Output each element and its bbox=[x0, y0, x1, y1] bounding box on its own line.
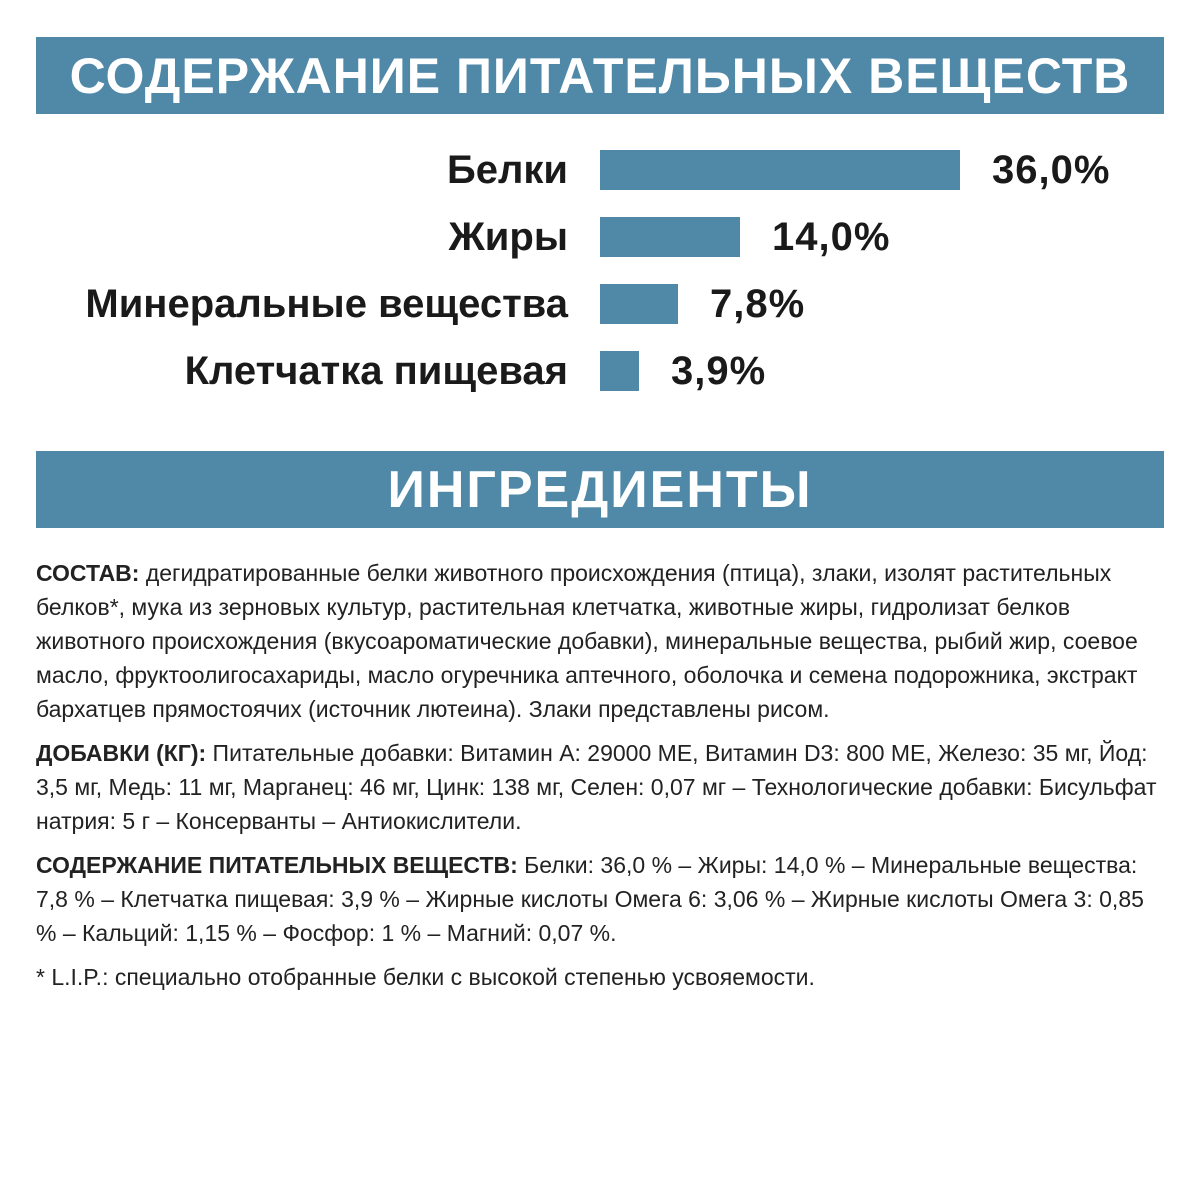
value-bar bbox=[600, 284, 678, 324]
chart-row: Клетчатка пищевая 3,9% bbox=[0, 341, 1200, 401]
composition-paragraph: СОСТАВ: дегидратированные белки животног… bbox=[36, 556, 1164, 726]
chart-row: Белки 36,0% bbox=[0, 140, 1200, 200]
footnote: * L.I.P.: специально отобранные белки с … bbox=[36, 964, 815, 990]
ingredients-section: СОСТАВ: дегидратированные белки животног… bbox=[36, 556, 1164, 1004]
value-label: 14,0% bbox=[772, 215, 891, 259]
nutrients-label: СОДЕРЖАНИЕ ПИТАТЕЛЬНЫХ ВЕЩЕСТВ: bbox=[36, 852, 518, 878]
additives-paragraph: ДОБАВКИ (КГ): Питательные добавки: Витам… bbox=[36, 736, 1164, 838]
value-bar bbox=[600, 150, 960, 190]
nutrients-paragraph: СОДЕРЖАНИЕ ПИТАТЕЛЬНЫХ ВЕЩЕСТВ: Белки: 3… bbox=[36, 848, 1164, 950]
ingredients-banner: ИНГРЕДИЕНТЫ bbox=[36, 451, 1164, 528]
category-label: Белки bbox=[446, 148, 568, 192]
nutrients-banner: СОДЕРЖАНИЕ ПИТАТЕЛЬНЫХ ВЕЩЕСТВ bbox=[36, 37, 1164, 114]
nutrient-bar-chart: Белки 36,0% Жиры 14,0% Минеральные вещества 7… bbox=[0, 140, 1200, 410]
composition-text: дегидратированные белки животного происх… bbox=[36, 560, 1138, 722]
category-label: Минеральные вещества bbox=[85, 282, 568, 326]
value-label: 3,9% bbox=[671, 349, 767, 393]
category-label: Клетчатка пищевая bbox=[184, 349, 568, 393]
value-label: 36,0% bbox=[992, 148, 1111, 192]
category-label: Жиры bbox=[448, 215, 568, 259]
additives-label: ДОБАВКИ (КГ): bbox=[36, 740, 207, 766]
value-bar bbox=[600, 351, 639, 391]
additives-text: Питательные добавки: Витамин А: 29000 МЕ… bbox=[36, 740, 1157, 834]
chart-row: Минеральные вещества 7,8% bbox=[0, 274, 1200, 334]
composition-label: СОСТАВ: bbox=[36, 560, 140, 586]
chart-row: Жиры 14,0% bbox=[0, 207, 1200, 267]
ingredients-title: ИНГРЕДИЕНТЫ bbox=[387, 460, 813, 519]
nutrients-title: СОДЕРЖАНИЕ ПИТАТЕЛЬНЫХ ВЕЩЕСТВ bbox=[69, 47, 1131, 104]
value-label: 7,8% bbox=[710, 282, 806, 326]
nutrients-text: Белки: 36,0 % – Жиры: 14,0 % – Минеральн… bbox=[36, 852, 1144, 946]
value-bar bbox=[600, 217, 740, 257]
